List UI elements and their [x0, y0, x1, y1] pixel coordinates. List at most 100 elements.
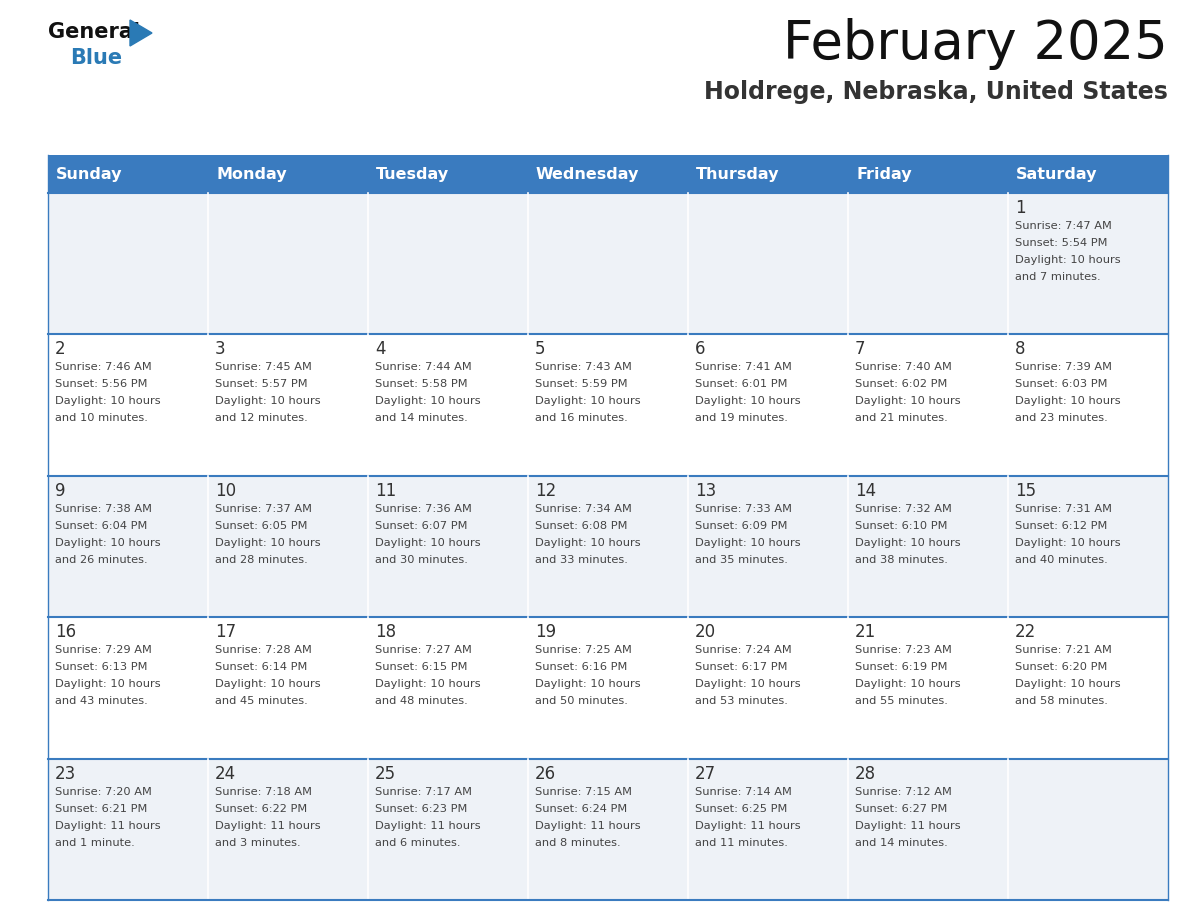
Text: 6: 6 — [695, 341, 706, 358]
Text: Sunrise: 7:33 AM: Sunrise: 7:33 AM — [695, 504, 792, 514]
Text: Sunday: Sunday — [56, 166, 122, 182]
Text: Saturday: Saturday — [1016, 166, 1098, 182]
Text: Blue: Blue — [70, 48, 122, 68]
Text: and 30 minutes.: and 30 minutes. — [375, 554, 468, 565]
Text: Sunset: 5:56 PM: Sunset: 5:56 PM — [55, 379, 147, 389]
Text: Sunset: 5:58 PM: Sunset: 5:58 PM — [375, 379, 468, 389]
Text: Sunset: 6:27 PM: Sunset: 6:27 PM — [855, 803, 947, 813]
Text: and 26 minutes.: and 26 minutes. — [55, 554, 147, 565]
Text: 23: 23 — [55, 765, 76, 783]
Text: Daylight: 10 hours: Daylight: 10 hours — [695, 679, 801, 689]
Text: and 40 minutes.: and 40 minutes. — [1015, 554, 1107, 565]
Text: Daylight: 11 hours: Daylight: 11 hours — [215, 821, 321, 831]
Text: Daylight: 11 hours: Daylight: 11 hours — [855, 821, 961, 831]
Text: Daylight: 10 hours: Daylight: 10 hours — [535, 538, 640, 548]
Text: Daylight: 10 hours: Daylight: 10 hours — [215, 397, 321, 407]
Text: 17: 17 — [215, 623, 236, 641]
Text: Daylight: 10 hours: Daylight: 10 hours — [855, 538, 961, 548]
Text: 1: 1 — [1015, 199, 1025, 217]
Text: and 43 minutes.: and 43 minutes. — [55, 696, 147, 706]
Text: Sunrise: 7:18 AM: Sunrise: 7:18 AM — [215, 787, 312, 797]
Text: Sunset: 6:01 PM: Sunset: 6:01 PM — [695, 379, 788, 389]
Text: 27: 27 — [695, 765, 716, 783]
Text: Thursday: Thursday — [696, 166, 779, 182]
Text: 9: 9 — [55, 482, 65, 499]
Text: and 8 minutes.: and 8 minutes. — [535, 837, 620, 847]
Text: Daylight: 10 hours: Daylight: 10 hours — [535, 397, 640, 407]
Bar — [48, 193, 1168, 334]
Text: and 16 minutes.: and 16 minutes. — [535, 413, 627, 423]
Text: 2: 2 — [55, 341, 65, 358]
Text: Sunrise: 7:31 AM: Sunrise: 7:31 AM — [1015, 504, 1112, 514]
Text: 24: 24 — [215, 765, 236, 783]
Text: Sunset: 5:54 PM: Sunset: 5:54 PM — [1015, 238, 1107, 248]
Text: Sunrise: 7:47 AM: Sunrise: 7:47 AM — [1015, 221, 1112, 231]
Text: Sunset: 6:20 PM: Sunset: 6:20 PM — [1015, 662, 1107, 672]
Text: Sunset: 6:17 PM: Sunset: 6:17 PM — [695, 662, 788, 672]
Text: and 11 minutes.: and 11 minutes. — [695, 837, 788, 847]
Text: Daylight: 10 hours: Daylight: 10 hours — [55, 397, 160, 407]
Text: Sunrise: 7:32 AM: Sunrise: 7:32 AM — [855, 504, 952, 514]
Text: Daylight: 10 hours: Daylight: 10 hours — [375, 679, 481, 689]
Text: Sunset: 6:21 PM: Sunset: 6:21 PM — [55, 803, 147, 813]
Text: Daylight: 10 hours: Daylight: 10 hours — [375, 397, 481, 407]
Text: Sunrise: 7:43 AM: Sunrise: 7:43 AM — [535, 363, 632, 373]
Text: Sunset: 6:09 PM: Sunset: 6:09 PM — [695, 521, 788, 531]
Text: February 2025: February 2025 — [783, 18, 1168, 70]
Text: Daylight: 11 hours: Daylight: 11 hours — [55, 821, 160, 831]
Text: 11: 11 — [375, 482, 397, 499]
Text: Daylight: 11 hours: Daylight: 11 hours — [535, 821, 640, 831]
Text: Sunrise: 7:24 AM: Sunrise: 7:24 AM — [695, 645, 791, 655]
Text: and 45 minutes.: and 45 minutes. — [215, 696, 308, 706]
Text: 8: 8 — [1015, 341, 1025, 358]
Text: 19: 19 — [535, 623, 556, 641]
Text: and 48 minutes.: and 48 minutes. — [375, 696, 468, 706]
Text: Sunrise: 7:45 AM: Sunrise: 7:45 AM — [215, 363, 312, 373]
Text: Sunset: 5:59 PM: Sunset: 5:59 PM — [535, 379, 627, 389]
Text: and 50 minutes.: and 50 minutes. — [535, 696, 628, 706]
Text: and 38 minutes.: and 38 minutes. — [855, 554, 948, 565]
Bar — [48, 334, 1168, 476]
Text: 12: 12 — [535, 482, 556, 499]
Text: Sunrise: 7:41 AM: Sunrise: 7:41 AM — [695, 363, 792, 373]
Text: Sunset: 6:08 PM: Sunset: 6:08 PM — [535, 521, 627, 531]
Text: Sunrise: 7:44 AM: Sunrise: 7:44 AM — [375, 363, 472, 373]
Text: Sunrise: 7:12 AM: Sunrise: 7:12 AM — [855, 787, 952, 797]
Text: Sunset: 6:12 PM: Sunset: 6:12 PM — [1015, 521, 1107, 531]
Text: Daylight: 10 hours: Daylight: 10 hours — [1015, 255, 1120, 265]
Text: 7: 7 — [855, 341, 866, 358]
Text: Sunset: 6:16 PM: Sunset: 6:16 PM — [535, 662, 627, 672]
Text: 15: 15 — [1015, 482, 1036, 499]
Text: Daylight: 10 hours: Daylight: 10 hours — [215, 679, 321, 689]
Text: and 14 minutes.: and 14 minutes. — [855, 837, 948, 847]
Text: Monday: Monday — [216, 166, 286, 182]
Text: 3: 3 — [215, 341, 226, 358]
Text: 13: 13 — [695, 482, 716, 499]
Text: and 21 minutes.: and 21 minutes. — [855, 413, 948, 423]
Text: and 6 minutes.: and 6 minutes. — [375, 837, 461, 847]
Text: Daylight: 10 hours: Daylight: 10 hours — [1015, 679, 1120, 689]
Text: Sunset: 6:05 PM: Sunset: 6:05 PM — [215, 521, 308, 531]
Text: and 28 minutes.: and 28 minutes. — [215, 554, 308, 565]
Text: Daylight: 10 hours: Daylight: 10 hours — [535, 679, 640, 689]
Text: 4: 4 — [375, 341, 385, 358]
Text: Sunset: 6:22 PM: Sunset: 6:22 PM — [215, 803, 308, 813]
Text: Tuesday: Tuesday — [375, 166, 449, 182]
Text: and 10 minutes.: and 10 minutes. — [55, 413, 147, 423]
Text: Sunrise: 7:36 AM: Sunrise: 7:36 AM — [375, 504, 472, 514]
Text: Sunrise: 7:21 AM: Sunrise: 7:21 AM — [1015, 645, 1112, 655]
Bar — [48, 617, 1168, 758]
Text: Daylight: 10 hours: Daylight: 10 hours — [55, 679, 160, 689]
Bar — [48, 758, 1168, 900]
Text: Daylight: 10 hours: Daylight: 10 hours — [215, 538, 321, 548]
Text: Daylight: 10 hours: Daylight: 10 hours — [855, 397, 961, 407]
Text: and 19 minutes.: and 19 minutes. — [695, 413, 788, 423]
Text: Sunrise: 7:29 AM: Sunrise: 7:29 AM — [55, 645, 152, 655]
Text: Sunset: 6:03 PM: Sunset: 6:03 PM — [1015, 379, 1107, 389]
Text: Daylight: 10 hours: Daylight: 10 hours — [855, 679, 961, 689]
Text: 14: 14 — [855, 482, 876, 499]
Text: Sunrise: 7:39 AM: Sunrise: 7:39 AM — [1015, 363, 1112, 373]
Text: Sunrise: 7:14 AM: Sunrise: 7:14 AM — [695, 787, 792, 797]
Text: and 35 minutes.: and 35 minutes. — [695, 554, 788, 565]
Text: and 33 minutes.: and 33 minutes. — [535, 554, 628, 565]
